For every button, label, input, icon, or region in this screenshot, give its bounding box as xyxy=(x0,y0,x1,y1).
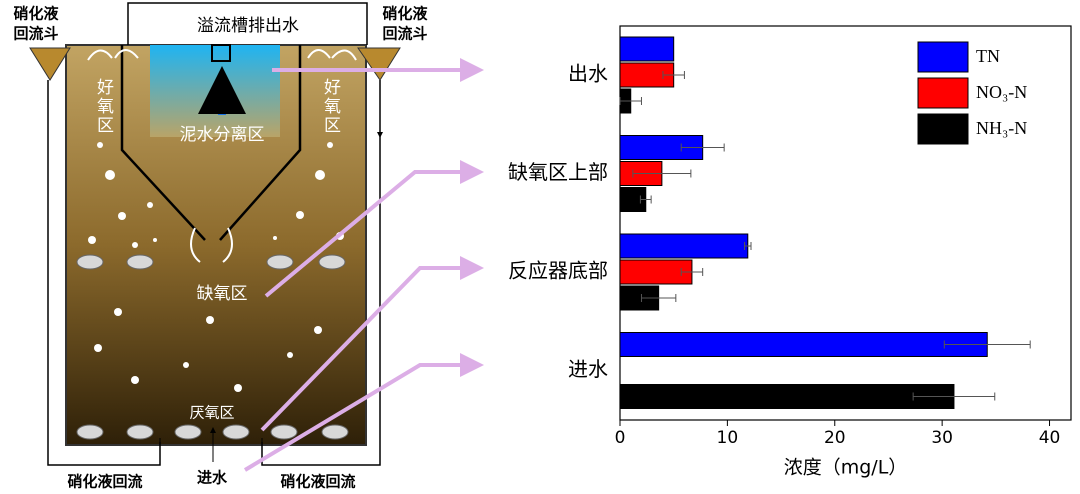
x-tick-label: 20 xyxy=(824,428,846,448)
label: 好氧区 xyxy=(93,78,114,135)
pointer-arrows xyxy=(243,58,484,472)
label: 进水 xyxy=(197,469,228,487)
bar xyxy=(619,332,988,357)
legend-swatch xyxy=(917,77,969,109)
legend-swatch xyxy=(917,41,969,73)
legend-swatch xyxy=(917,113,969,145)
x-tick-label: 0 xyxy=(615,428,626,448)
bar xyxy=(619,384,955,409)
error-bar xyxy=(912,392,996,401)
legend-label: NO₃-N xyxy=(976,82,1027,102)
label: 硝化液 xyxy=(382,5,428,23)
label: 硝化液回流 xyxy=(280,473,355,491)
plot-frame xyxy=(619,25,1072,421)
legend-label: TN xyxy=(976,46,1000,66)
label: 厌氧区 xyxy=(189,404,234,422)
error-bar xyxy=(680,143,725,152)
y-tick-label: 反应器底部 xyxy=(508,259,608,283)
reactor xyxy=(29,2,401,466)
error-bar xyxy=(632,169,692,178)
x-tick-label: 30 xyxy=(931,428,953,448)
label: 溢流槽排出水 xyxy=(197,16,299,36)
error-bar xyxy=(640,294,677,302)
label: 好氧区 xyxy=(320,78,341,135)
label: 回流斗 xyxy=(13,25,58,43)
label: 泥水分离区 xyxy=(180,125,265,145)
legend-label: NH₃-N xyxy=(976,118,1027,138)
label: 回流斗 xyxy=(382,25,427,43)
x-tick-label: 40 xyxy=(1039,428,1061,448)
x-axis-label: 浓度（mg/L） xyxy=(784,457,908,479)
y-tick-label: 缺氧区上部 xyxy=(508,160,608,184)
label: 缺氧区 xyxy=(197,284,248,304)
error-bar xyxy=(662,71,685,79)
bar xyxy=(619,36,675,62)
y-tick-label: 进水 xyxy=(568,357,608,381)
label: 硝化液 xyxy=(13,5,59,23)
label: 硝化液回流 xyxy=(67,473,142,491)
error-bar xyxy=(680,268,704,276)
bar xyxy=(619,233,749,259)
y-tick-label: 出水 xyxy=(568,62,608,86)
error-bar xyxy=(943,340,1031,349)
x-tick-label: 10 xyxy=(717,428,739,448)
error-bar xyxy=(639,195,652,204)
error-bar xyxy=(619,97,642,105)
error-bar xyxy=(744,242,752,250)
